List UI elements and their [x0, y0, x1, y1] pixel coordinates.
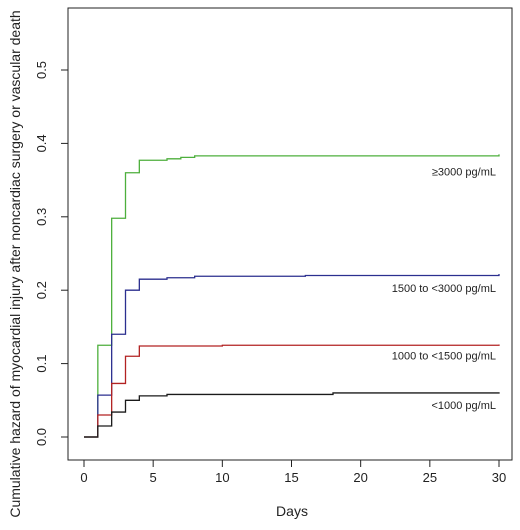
- x-tick-label: 25: [423, 470, 437, 485]
- x-tick-label: 5: [150, 470, 157, 485]
- y-tick-label: 0.1: [34, 355, 49, 373]
- series-label: 1000 to <1500 pg/mL: [392, 351, 496, 363]
- series-label: 1500 to <3000 pg/mL: [392, 283, 496, 295]
- y-tick-label: 0.2: [34, 281, 49, 299]
- x-axis-title: Days: [276, 503, 308, 519]
- series-group: [84, 154, 500, 438]
- x-tick-label: 20: [353, 470, 367, 485]
- x-tick-label: 15: [284, 470, 298, 485]
- series-line: [84, 344, 500, 438]
- y-tick-label: 0.3: [34, 208, 49, 226]
- series-line: [84, 274, 500, 438]
- series-line: [84, 154, 500, 438]
- series-label: ≥3000 pg/mL: [432, 166, 496, 178]
- plot-frame: [67, 7, 513, 461]
- axes: 0 5 10 15 20 25 30 0.0 0.1 0.2 0.3 0.4 0.5: [34, 61, 506, 485]
- x-tick-label: 30: [492, 470, 506, 485]
- series-labels: ≥3000 pg/mL 1500 to <3000 pg/mL 1000 to <1…: [392, 166, 496, 412]
- y-tick-label: 0.5: [34, 61, 49, 79]
- series-label: <1000 pg/mL: [431, 400, 496, 412]
- series-line: [84, 392, 500, 438]
- y-tick-label: 0.4: [34, 134, 49, 152]
- x-tick-label: 0: [80, 470, 87, 485]
- x-tick-label: 10: [215, 470, 229, 485]
- y-axis-title: Cumulative hazard of myocardial injury a…: [7, 10, 23, 517]
- y-tick-label: 0.0: [34, 428, 49, 446]
